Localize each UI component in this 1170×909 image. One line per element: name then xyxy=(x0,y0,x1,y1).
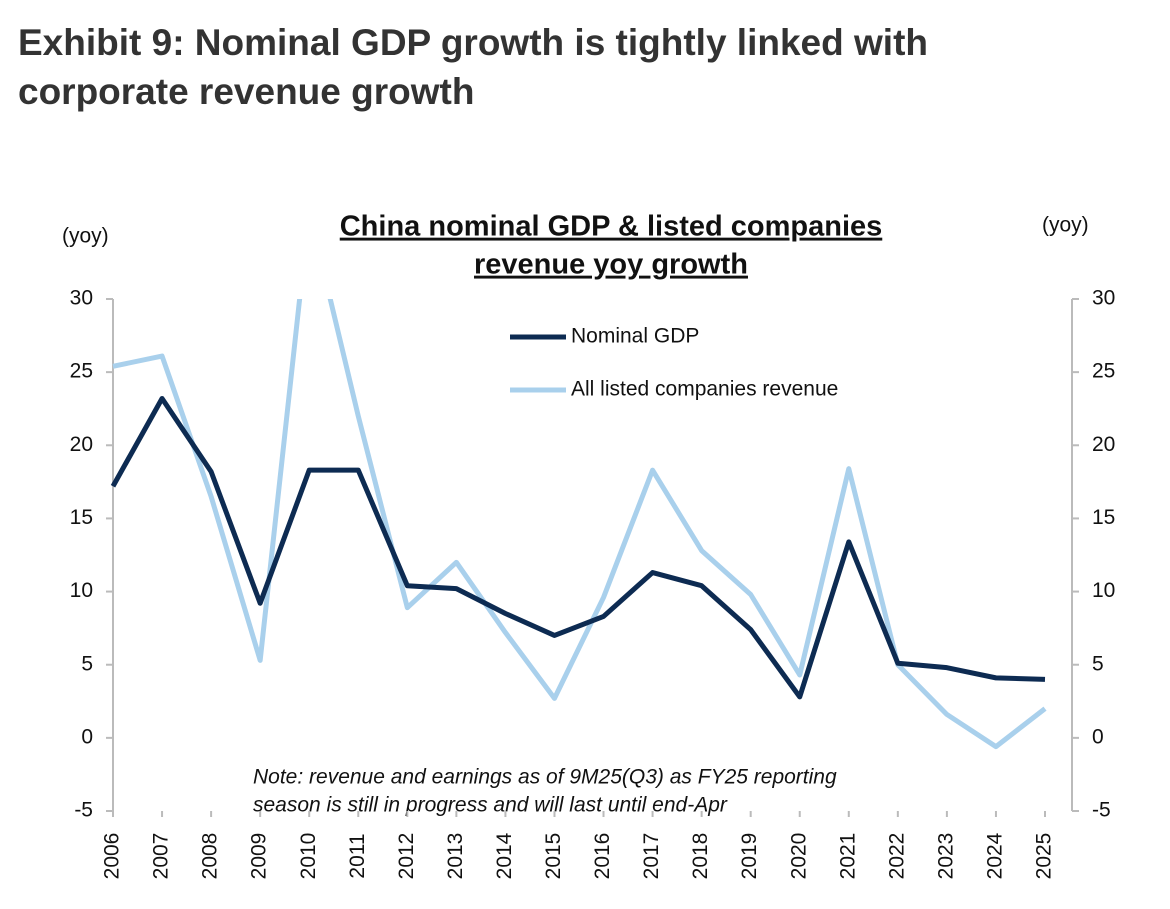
y-tick-label: 30 xyxy=(70,287,93,310)
note: Note: revenue and earnings as of 9M25(Q3… xyxy=(253,766,837,789)
x-tick-label: 2024 xyxy=(983,832,1006,879)
x-tick-label: 2020 xyxy=(787,833,810,880)
y2-tick-label: 30 xyxy=(1092,287,1115,310)
x-tick-label: 2021 xyxy=(836,833,859,880)
y2-axis-label: (yoy) xyxy=(1042,214,1089,237)
y-tick-label: 0 xyxy=(81,725,93,748)
y2-tick-label: 10 xyxy=(1092,579,1115,602)
x-tick-label: 2009 xyxy=(248,833,271,880)
y-tick-label: 5 xyxy=(81,652,93,675)
y2-tick-label: 15 xyxy=(1092,506,1115,529)
chart-title: revenue yoy growth xyxy=(474,249,748,281)
x-tick-label: 2007 xyxy=(150,833,173,880)
y2-tick-label: 20 xyxy=(1092,433,1115,456)
y2-tick-label: -5 xyxy=(1092,799,1111,822)
y-tick-label: -5 xyxy=(74,799,93,822)
x-tick-label: 2023 xyxy=(934,833,957,880)
y-tick-label: 25 xyxy=(70,360,93,383)
series-line xyxy=(110,395,1046,700)
x-tick-label: 2025 xyxy=(1033,833,1056,880)
x-tick-label: 2016 xyxy=(591,833,614,880)
x-tick-label: 2012 xyxy=(395,833,418,880)
x-tick-label: 2018 xyxy=(689,833,712,880)
x-tick-label: 2008 xyxy=(199,833,222,880)
y2-tick-label: 0 xyxy=(1092,725,1104,748)
legend-label: Nominal GDP xyxy=(571,325,699,348)
note: season is still in progress and will las… xyxy=(253,794,728,817)
y-axis-label: (yoy) xyxy=(62,225,109,248)
y-tick-label: 15 xyxy=(70,506,93,529)
y-tick-label: 20 xyxy=(70,433,93,456)
x-tick-label: 2015 xyxy=(542,833,565,880)
y2-tick-label: 5 xyxy=(1092,652,1104,675)
x-tick-label: 2022 xyxy=(885,833,908,880)
x-tick-label: 2006 xyxy=(101,833,124,880)
x-tick-label: 2019 xyxy=(738,833,761,880)
plot-area xyxy=(110,299,1047,750)
x-tick-label: 2014 xyxy=(493,832,516,879)
y2-tick-label: 25 xyxy=(1092,360,1115,383)
legend-label: All listed companies revenue xyxy=(571,378,838,401)
y-tick-label: 10 xyxy=(70,579,93,602)
x-tick-label: 2010 xyxy=(297,833,320,880)
x-tick-label: 2017 xyxy=(640,833,663,880)
chart-title: China nominal GDP & listed companies xyxy=(340,211,883,243)
x-tick-label: 2013 xyxy=(444,833,467,880)
exhibit-title: corporate revenue growth xyxy=(18,71,474,112)
x-tick-label: 2011 xyxy=(346,833,369,878)
exhibit-title: Exhibit 9: Nominal GDP growth is tightly… xyxy=(18,22,928,63)
